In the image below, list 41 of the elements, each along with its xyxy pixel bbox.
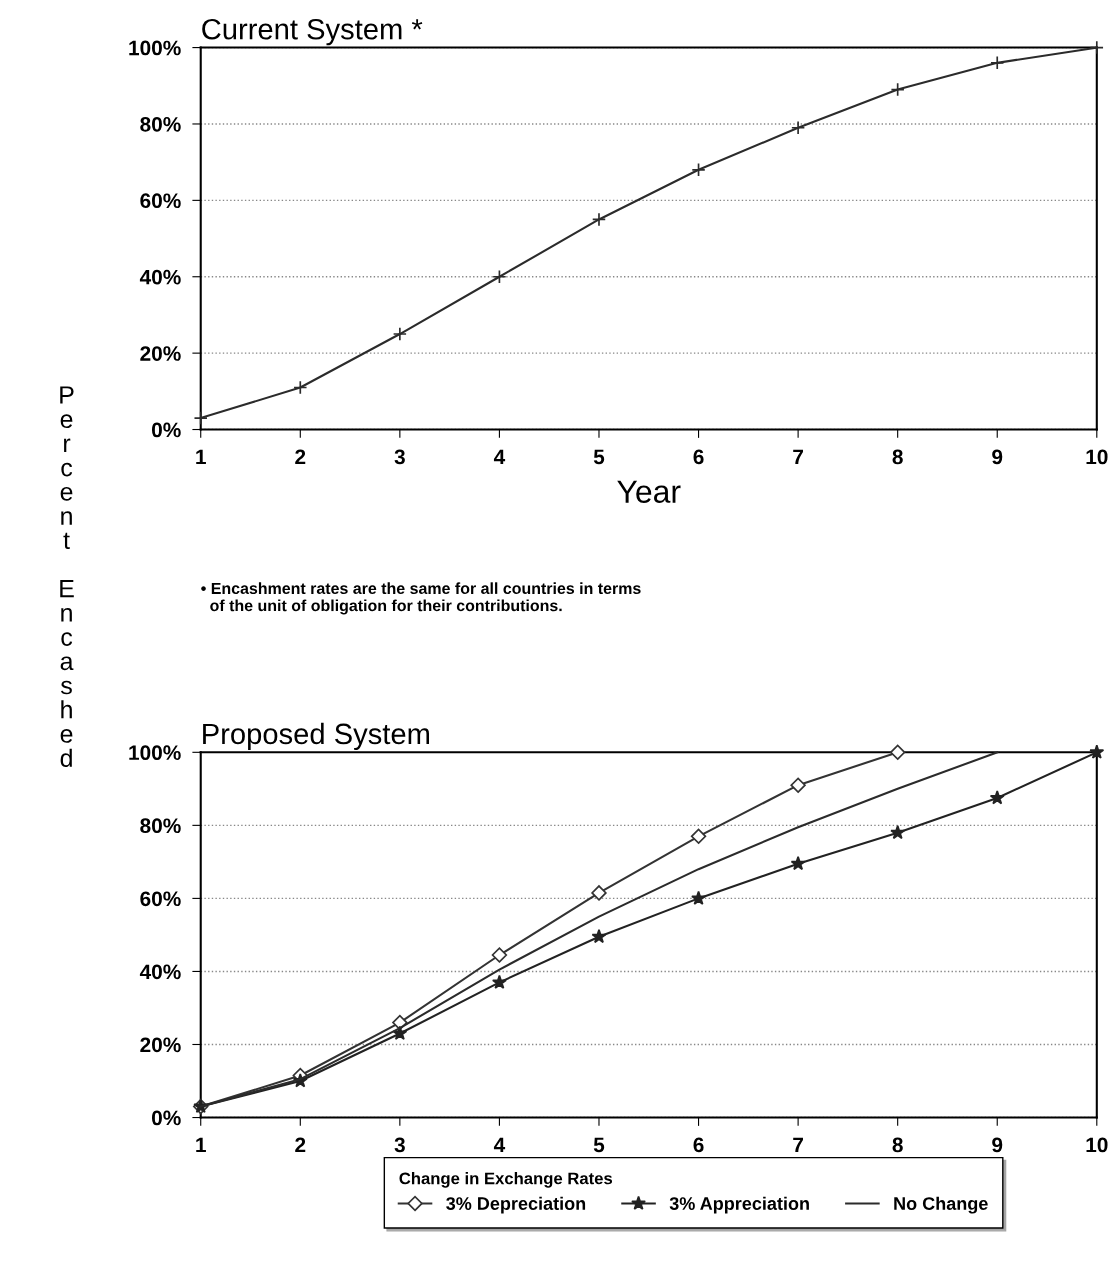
x-tick-label: 8 — [892, 449, 903, 465]
text: • Encashment rates are the same for all countries in terms of the unit of obligation for their contributions. — [201, 582, 641, 615]
x-axis-title: Year — [617, 480, 681, 503]
y-tick-label: 40% — [139, 964, 181, 980]
x-tick-label: 10 — [1086, 449, 1108, 465]
x-tick-label: 3 — [394, 1137, 405, 1153]
y-tick-label: 0% — [152, 422, 181, 438]
y-tick-label: 40% — [139, 269, 181, 285]
x-tick-label: 3 — [394, 449, 405, 465]
y-tick-label: 80% — [140, 116, 181, 132]
x-tick-label: 6 — [693, 449, 704, 465]
x-tick-label: 10 — [1086, 1137, 1108, 1153]
y-tick-label: 100% — [129, 745, 181, 761]
legend-label: 3% Appreciation — [669, 1196, 809, 1214]
legend-label: No Change — [894, 1196, 988, 1214]
y-tick-label: 100% — [129, 40, 181, 56]
x-tick-label: 9 — [992, 1137, 1003, 1153]
x-tick-label: 8 — [892, 1137, 903, 1153]
x-tick-label: 7 — [793, 1137, 803, 1153]
y-tick-label: 60% — [140, 193, 181, 209]
y-tick-label: 60% — [140, 891, 181, 907]
legend-label: 3% Depreciation — [446, 1196, 586, 1214]
text: Percent Encashed — [60, 386, 74, 767]
y-tick-label: 0% — [152, 1110, 181, 1126]
y-tick-label: 20% — [140, 346, 181, 361]
x-tick-label: 1 — [196, 1137, 206, 1153]
y-tick-label: 20% — [140, 1037, 181, 1053]
x-tick-label: 9 — [992, 449, 1003, 465]
x-tick-label: 2 — [295, 449, 306, 465]
x-tick-label: 4 — [493, 449, 506, 465]
x-tick-label: 5 — [593, 449, 605, 465]
x-tick-label: 6 — [693, 1137, 704, 1153]
x-tick-label: 1 — [196, 449, 206, 465]
x-tick-label: 4 — [493, 1137, 506, 1153]
chart-title: Proposed System — [203, 722, 429, 751]
chart-title: Current System * — [202, 18, 423, 46]
y-tick-label: 80% — [140, 818, 181, 834]
x-tick-label: 7 — [793, 449, 803, 465]
x-tick-label: 5 — [593, 1137, 605, 1153]
legend-title: Change in Exchange Rates — [399, 1172, 613, 1188]
x-tick-label: 2 — [295, 1137, 306, 1153]
